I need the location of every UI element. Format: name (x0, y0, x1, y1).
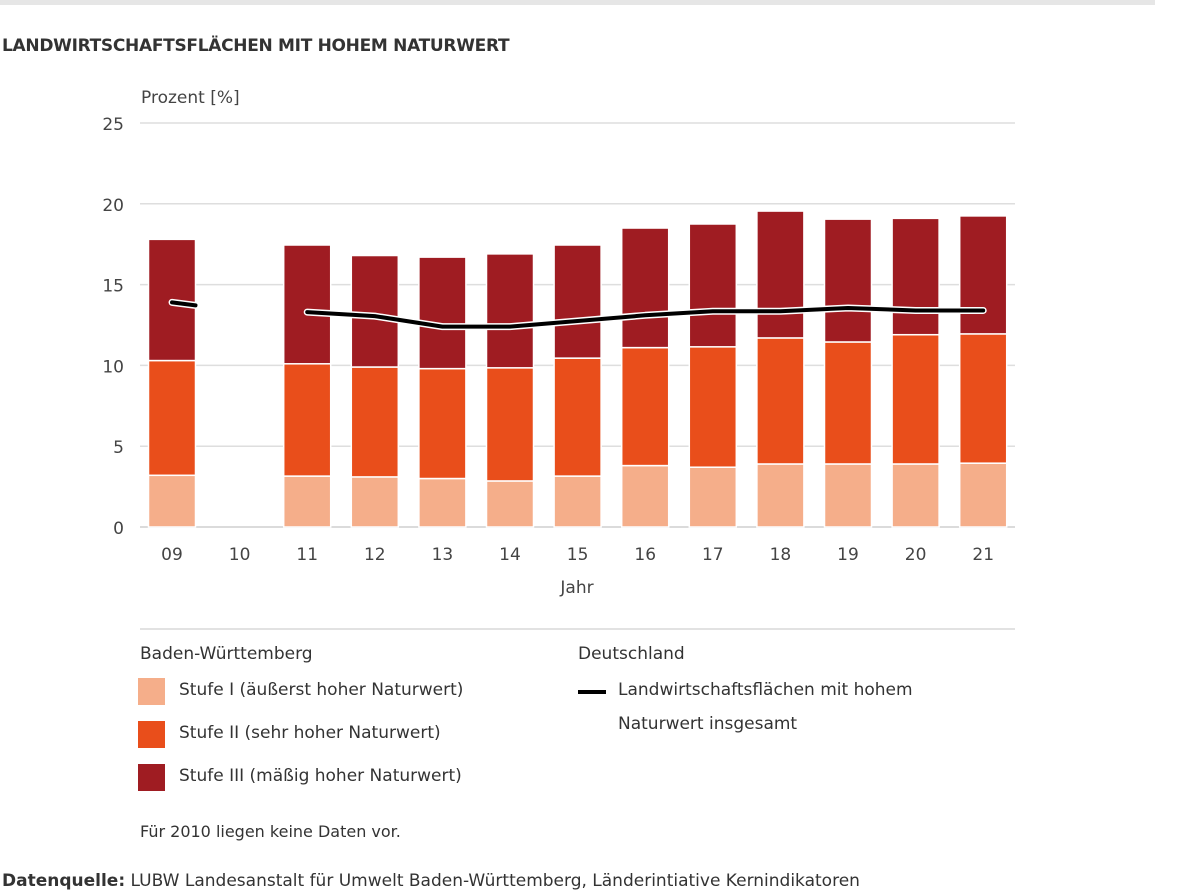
y-tick-label: 25 (102, 115, 124, 135)
bar-segment-stufe3 (350, 254, 400, 368)
x-tick-label: 10 (229, 545, 251, 565)
bar-segment-stufe1 (350, 476, 400, 528)
bar-segment-stufe2 (620, 346, 670, 467)
bar-segment-stufe2 (553, 357, 602, 477)
bar-segment-stufe1 (688, 466, 738, 528)
x-tick-label: 13 (432, 545, 454, 565)
legend-group-de: Deutschland (578, 644, 685, 664)
bar-segment-stufe3 (756, 210, 805, 339)
bar-segment-stufe3 (553, 244, 602, 359)
legend-group-bw: Baden-Württemberg (140, 644, 313, 664)
legend-label-stufe2: Stufe II (sehr hoher Naturwert) (179, 723, 441, 743)
bar-segment-stufe3 (688, 223, 738, 348)
x-axis-label: Jahr (559, 578, 593, 598)
x-tick-label: 14 (499, 545, 521, 565)
bar-segment-stufe1 (282, 475, 332, 528)
x-tick-label: 09 (161, 545, 183, 565)
source-text: LUBW Landesanstalt für Umwelt Baden-Würt… (125, 871, 860, 891)
chart-note: Für 2010 liegen keine Daten vor. (140, 822, 401, 841)
y-tick-label: 5 (113, 438, 124, 458)
bar-segment-stufe2 (823, 341, 873, 465)
bar-segment-stufe1 (891, 463, 940, 528)
bar-segment-stufe2 (756, 337, 805, 465)
legend-swatch-stufe1 (138, 678, 165, 705)
bar-segment-stufe1 (823, 463, 873, 528)
chart-plot: 0 5 10 15 20 25 Prozent [%] 09 10 11 12 13 14 15 16 17 1… (102, 88, 1015, 630)
source-label: Datenquelle: (2, 871, 126, 891)
legend-label-line-2: Naturwert insgesamt (618, 714, 798, 734)
legend-swatch-stufe2 (138, 721, 165, 748)
bar-segment-stufe1 (418, 477, 467, 528)
bar-segment-stufe1 (553, 475, 602, 528)
data-source: Datenquelle: LUBW Landesanstalt für Umwe… (2, 871, 860, 891)
bar-segment-stufe3 (418, 256, 467, 370)
legend-swatch-stufe3 (138, 764, 165, 791)
bar-segment-stufe3 (823, 218, 873, 343)
bar-segment-stufe2 (485, 367, 535, 482)
x-tick-label: 16 (634, 545, 656, 565)
y-tick-label: 15 (102, 277, 124, 297)
y-axis-label: Prozent [%] (141, 88, 240, 108)
y-tick-label: 20 (102, 196, 124, 216)
deutschland-line (305, 306, 986, 329)
bar-segment-stufe3 (620, 227, 670, 349)
bar-segment-stufe2 (958, 333, 1008, 464)
legend-label-line-1: Landwirtschaftsflächen mit hohem (618, 680, 913, 700)
bar-segment-stufe2 (282, 363, 332, 477)
bar-segment-stufe3 (958, 215, 1008, 335)
bar-segment-stufe3 (282, 244, 332, 365)
bar-segment-stufe1 (958, 462, 1008, 528)
legend-label-stufe3: Stufe III (mäßig hoher Naturwert) (179, 766, 462, 786)
bar-segment-stufe2 (688, 346, 738, 468)
bar-segment-stufe1 (147, 474, 197, 528)
top-divider (0, 0, 1155, 5)
chart-title: LANDWIRTSCHAFTSFLÄCHEN MIT HOHEM NATURWE… (2, 36, 510, 56)
bar-segment-stufe1 (756, 463, 805, 528)
bar-segment-stufe3 (485, 253, 535, 369)
legend-label-stufe1: Stufe I (äußerst hoher Naturwert) (179, 680, 464, 700)
x-tick-label: 19 (837, 545, 859, 565)
deutschland-line (170, 300, 198, 308)
x-tick-label: 20 (905, 545, 927, 565)
bar-segment-stufe2 (418, 367, 467, 480)
x-tick-label: 12 (364, 545, 386, 565)
bar-segment-stufe2 (350, 366, 400, 478)
bar-segment-stufe2 (147, 359, 197, 477)
x-tick-label: 21 (972, 545, 994, 565)
x-tick-label: 18 (770, 545, 792, 565)
legend-swatch-line (578, 690, 606, 694)
bar-segment-stufe1 (620, 464, 670, 528)
y-tick-label: 10 (102, 357, 124, 377)
x-tick-label: 11 (296, 545, 318, 565)
bar-segment-stufe2 (891, 333, 940, 465)
x-tick-label: 15 (567, 545, 589, 565)
x-tick-label: 17 (702, 545, 724, 565)
y-tick-label: 0 (113, 519, 124, 539)
bar-segment-stufe3 (891, 217, 940, 336)
bar-segment-stufe1 (485, 480, 535, 528)
